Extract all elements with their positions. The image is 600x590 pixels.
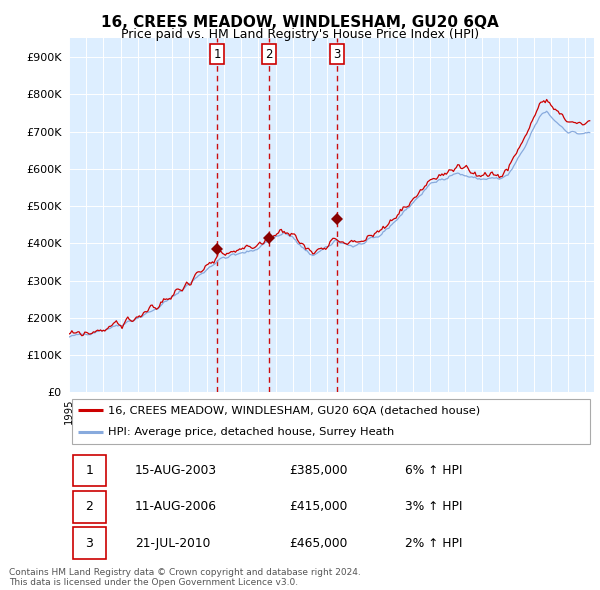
FancyBboxPatch shape (73, 491, 106, 523)
Text: 3% ↑ HPI: 3% ↑ HPI (405, 500, 463, 513)
Text: £415,000: £415,000 (290, 500, 348, 513)
Text: £385,000: £385,000 (290, 464, 348, 477)
Text: 16, CREES MEADOW, WINDLESHAM, GU20 6QA: 16, CREES MEADOW, WINDLESHAM, GU20 6QA (101, 15, 499, 30)
Text: 2: 2 (86, 500, 94, 513)
Text: 2% ↑ HPI: 2% ↑ HPI (405, 536, 463, 549)
FancyBboxPatch shape (73, 527, 106, 559)
Text: £465,000: £465,000 (290, 536, 348, 549)
Text: 1: 1 (86, 464, 94, 477)
Text: 16, CREES MEADOW, WINDLESHAM, GU20 6QA (detached house): 16, CREES MEADOW, WINDLESHAM, GU20 6QA (… (109, 405, 481, 415)
Text: HPI: Average price, detached house, Surrey Heath: HPI: Average price, detached house, Surr… (109, 427, 395, 437)
Text: 3: 3 (333, 48, 340, 61)
Text: 21-JUL-2010: 21-JUL-2010 (134, 536, 210, 549)
FancyBboxPatch shape (71, 399, 590, 444)
Text: Contains HM Land Registry data © Crown copyright and database right 2024.
This d: Contains HM Land Registry data © Crown c… (9, 568, 361, 587)
Text: 1: 1 (214, 48, 221, 61)
Text: 3: 3 (86, 536, 94, 549)
Text: 6% ↑ HPI: 6% ↑ HPI (405, 464, 463, 477)
Text: 2: 2 (265, 48, 273, 61)
FancyBboxPatch shape (73, 455, 106, 486)
Text: 11-AUG-2006: 11-AUG-2006 (134, 500, 217, 513)
Text: 15-AUG-2003: 15-AUG-2003 (134, 464, 217, 477)
Text: Price paid vs. HM Land Registry's House Price Index (HPI): Price paid vs. HM Land Registry's House … (121, 28, 479, 41)
